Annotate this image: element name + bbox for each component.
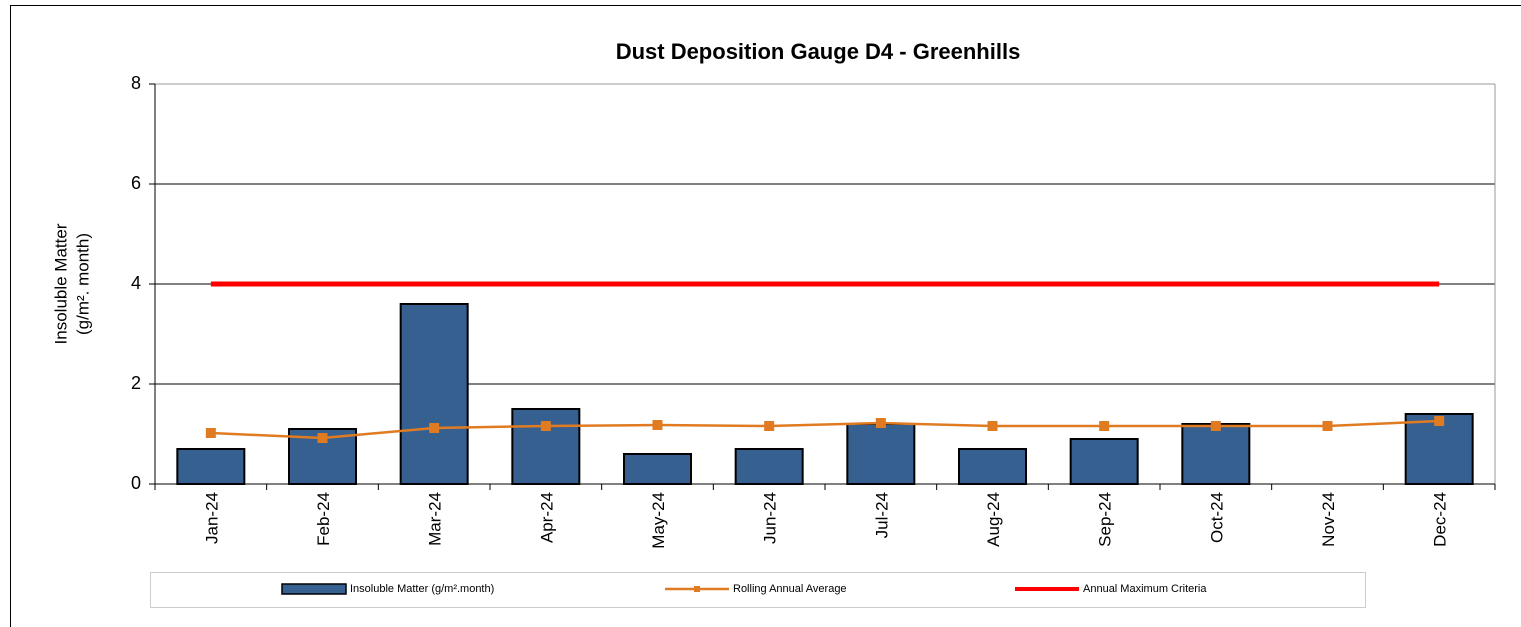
line-marker (1322, 421, 1333, 431)
line-series (210, 419, 1440, 440)
y-tick-label: 4 (131, 273, 141, 293)
legend-label: Rolling Annual Average (733, 583, 847, 595)
line-marker (1210, 421, 1221, 431)
y-axis-label: Insoluble Matter (51, 223, 70, 344)
x-tick-label: Jun-24 (761, 492, 780, 544)
bar (958, 448, 1027, 485)
line-marker (764, 421, 775, 431)
bar (1181, 423, 1251, 485)
bar (734, 448, 804, 485)
y-tick-label: 0 (131, 473, 141, 493)
y-tick-label: 8 (131, 73, 141, 93)
x-tick-label: Oct-24 (1207, 492, 1226, 543)
bar (1069, 438, 1139, 485)
legend-label: Insoluble Matter (g/m².month) (350, 583, 494, 595)
legend-swatch (694, 586, 700, 592)
chart-title: Dust Deposition Gauge D4 - Greenhills (616, 39, 1021, 64)
bar (176, 448, 246, 485)
x-tick-label: Jan-24 (202, 492, 221, 544)
bar (399, 303, 469, 485)
line-marker (429, 423, 440, 433)
line-marker (540, 421, 551, 431)
line-marker (652, 420, 663, 430)
y-tick-label: 6 (131, 173, 141, 193)
bar (623, 453, 692, 485)
bar (511, 408, 581, 485)
x-tick-label: Nov-24 (1319, 492, 1338, 547)
line-marker (1099, 421, 1110, 431)
frame (10, 5, 1521, 627)
x-tick-label: Feb-24 (314, 492, 333, 546)
x-tick-label: Apr-24 (537, 492, 556, 543)
x-tick-label: Jul-24 (872, 492, 891, 538)
x-tick-label: Dec-24 (1431, 492, 1450, 547)
line-marker (317, 433, 328, 443)
x-tick-label: Aug-24 (984, 492, 1003, 547)
y-axis-label: (g/m². month) (73, 233, 92, 335)
x-tick-label: May-24 (649, 492, 668, 549)
legend-swatch (281, 583, 347, 595)
bar (846, 423, 916, 485)
line-marker (875, 418, 886, 428)
line-marker (205, 428, 216, 438)
x-tick-label: Sep-24 (1096, 492, 1115, 547)
legend (150, 572, 1366, 608)
line-marker (1434, 416, 1445, 426)
y-tick-label: 2 (131, 373, 141, 393)
line-marker (987, 421, 998, 431)
x-tick-label: Mar-24 (426, 492, 445, 546)
legend-label: Annual Maximum Criteria (1083, 583, 1207, 595)
